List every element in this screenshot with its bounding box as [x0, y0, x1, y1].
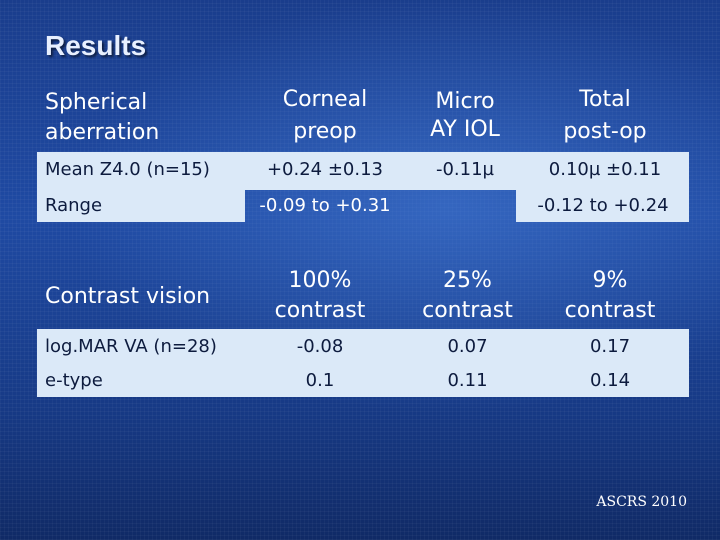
- table2-row-etype-label: e-type: [45, 370, 103, 391]
- table1-row-range-band-right: [516, 190, 689, 222]
- table1-row-mean-band: [37, 152, 689, 190]
- table1-row-mean-corneal: +0.24 ±0.13: [266, 159, 384, 180]
- table2-row-etype-col1: 0.1: [305, 370, 335, 391]
- table1-row-range-corneal: -0.09 to +0.31: [259, 195, 391, 216]
- table1-header-label: Spherical aberration: [45, 88, 159, 148]
- table2-header-100-contrast: 100% contrast: [250, 266, 390, 326]
- table2-header-col1-line1: 100%: [288, 268, 352, 293]
- table1-header-col2-line1: Micro: [435, 89, 495, 114]
- table1-header-col1-line1: Corneal: [282, 87, 368, 112]
- table1-row-range-band-left: [37, 190, 245, 222]
- table2-header-25-contrast: 25% contrast: [400, 266, 535, 326]
- slide-title: Results: [45, 30, 147, 61]
- table2-header-col3-line2: contrast: [564, 298, 656, 323]
- table1-header-corneal-preop: Corneal preop: [250, 84, 400, 148]
- table2-row-logmar-label: log.MAR VA (n=28): [45, 336, 217, 357]
- table1-header-label-line2: aberration: [45, 120, 160, 145]
- table1-header-micro-ay-iol: Micro AY IOL: [400, 88, 530, 144]
- table1-header-col1-line2: preop: [293, 119, 357, 144]
- table2-row-etype-col2: 0.11: [447, 370, 488, 391]
- table2-row-etype-band: [37, 364, 689, 397]
- table1-row-mean-label: Mean Z4.0 (n=15): [45, 159, 210, 180]
- table2-row-logmar-col1: -0.08: [296, 336, 344, 357]
- table2-row-logmar-col3: 0.17: [589, 336, 631, 357]
- table2-row-logmar-band: [37, 329, 689, 364]
- table1-row-range-total: -0.12 to +0.24: [537, 195, 669, 216]
- footer-conference: ASCRS 2010: [596, 494, 687, 510]
- table1-header-col2-line2: AY IOL: [430, 117, 500, 142]
- table1-header-col3-line2: post-op: [563, 119, 647, 144]
- table1-header-label-line1: Spherical: [45, 90, 148, 115]
- table2-header-col2-line1: 25%: [443, 268, 492, 293]
- table1-row-mean-micro: -0.11µ: [435, 159, 495, 180]
- table2-header-col2-line2: contrast: [422, 298, 513, 323]
- table1-row-mean-total: 0.10µ ±0.11: [548, 159, 662, 180]
- table2-header-label: Contrast vision: [45, 284, 211, 309]
- table2-header-col1-line2: contrast: [274, 298, 366, 323]
- table2-header-col3-line1: 9%: [592, 268, 628, 293]
- table2-row-logmar-col2: 0.07: [447, 336, 488, 357]
- table2-row-etype-col3: 0.14: [589, 370, 631, 391]
- table1-header-col3-line1: Total: [579, 87, 631, 112]
- table1-row-range-label: Range: [45, 195, 103, 216]
- table1-header-total-postop: Total post-op: [535, 84, 675, 148]
- table2-header-9-contrast: 9% contrast: [540, 266, 680, 326]
